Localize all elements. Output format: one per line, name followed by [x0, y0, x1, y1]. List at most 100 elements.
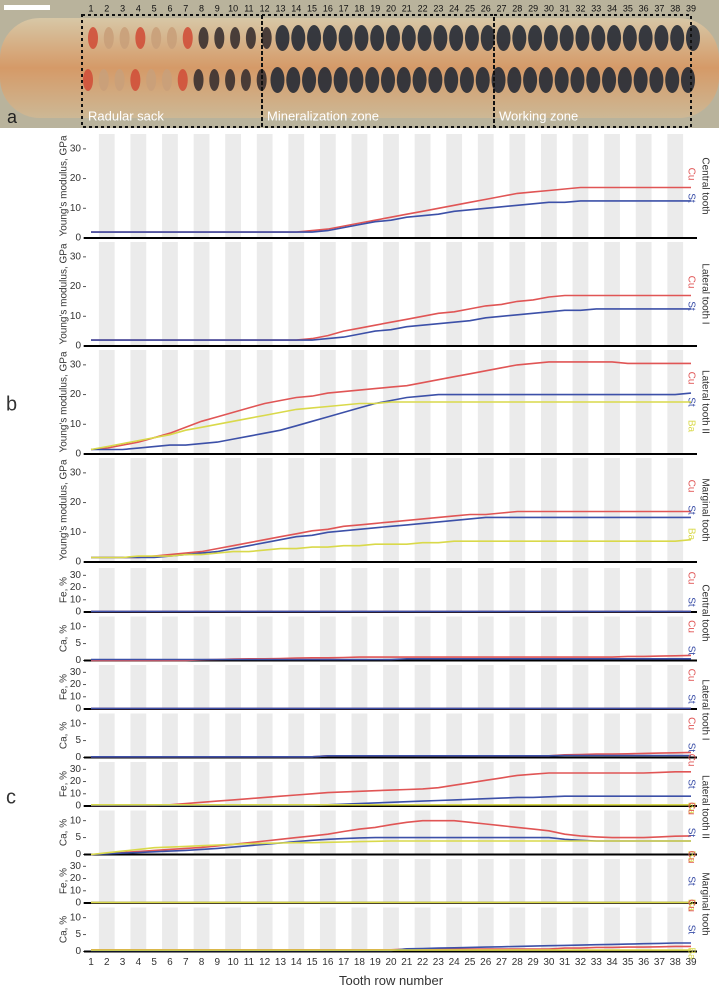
band-stripe: [225, 762, 241, 806]
band-stripe: [351, 762, 368, 806]
band-stripe: [383, 859, 399, 903]
y-tick-label: 0: [75, 898, 81, 909]
band-stripe: [572, 242, 589, 346]
band-stripe: [383, 907, 399, 952]
band-stripe: [98, 134, 115, 238]
y-axis-label: Fe, %: [59, 868, 70, 894]
band-stripe: [383, 616, 399, 661]
legend-entry: St: [685, 925, 696, 935]
tooth-number: 34: [607, 3, 617, 13]
band-stripe: [572, 859, 589, 903]
x-tick-label: 35: [622, 957, 634, 968]
x-tick-label: 30: [543, 957, 555, 968]
band-stripe: [509, 713, 526, 758]
tooth-shape: [554, 67, 569, 93]
tooth-number: 15: [307, 3, 317, 13]
band-stripe: [604, 907, 620, 952]
y-tick-label: 0: [75, 607, 81, 618]
legend-entry: St: [685, 301, 696, 311]
tooth-shape: [607, 25, 622, 51]
tooth-shape: [146, 69, 157, 91]
band-stripe: [541, 568, 557, 612]
tooth-shape: [459, 67, 474, 93]
band-stripe: [414, 762, 431, 806]
band-stripe: [319, 762, 336, 806]
band-stripe: [319, 665, 336, 709]
legend-entry: Ba: [685, 528, 696, 541]
y-tick-label: 10: [70, 788, 82, 799]
x-tick-label: 39: [685, 957, 697, 968]
tooth-shape: [338, 25, 353, 51]
band-stripe: [383, 568, 399, 612]
band-stripe: [635, 907, 652, 952]
band-stripe: [604, 665, 620, 709]
band-stripe: [130, 859, 147, 903]
band-stripe: [667, 810, 684, 855]
band-stripe: [509, 568, 526, 612]
tooth-number: 7: [183, 3, 188, 13]
x-tick-label: 6: [167, 957, 173, 968]
tooth-shape: [270, 67, 285, 93]
x-tick-label: 22: [417, 957, 429, 968]
tooth-number: 4: [136, 3, 141, 13]
band-stripe: [541, 665, 557, 709]
band-stripe: [256, 713, 273, 758]
tooth-number: 10: [228, 3, 238, 13]
y-tick-label: 30: [70, 251, 82, 262]
tooth-shape: [333, 67, 348, 93]
band-stripe: [477, 568, 494, 612]
tooth-shape: [428, 67, 443, 93]
band-stripe: [256, 665, 273, 709]
tooth-number: 39: [686, 3, 696, 13]
y-tick-label: 0: [75, 752, 81, 763]
band-stripe: [541, 810, 557, 855]
tooth-shape: [475, 67, 490, 93]
x-tick-label: 36: [638, 957, 650, 968]
band-stripe: [414, 713, 431, 758]
tooth-shape: [507, 67, 522, 93]
band-stripe: [193, 568, 210, 612]
panel-label: c: [6, 786, 16, 808]
band-stripe: [414, 665, 431, 709]
series-line: [91, 538, 692, 559]
x-tick-label: 27: [496, 957, 508, 968]
band-stripe: [509, 907, 526, 952]
band-stripe: [414, 810, 431, 855]
band-stripe: [667, 762, 684, 806]
x-tick-label: 34: [606, 957, 618, 968]
band-stripe: [541, 907, 557, 952]
tooth-shape: [654, 25, 669, 51]
tooth-shape: [365, 67, 380, 93]
band-stripe: [383, 713, 399, 758]
y-tick-label: 10: [70, 311, 82, 322]
y-axis-label: Young's modulus, GPa: [59, 135, 70, 236]
y-tick-label: 10: [70, 621, 82, 632]
band-stripe: [351, 859, 368, 903]
band-stripe: [193, 665, 210, 709]
series-line: [90, 819, 692, 856]
x-tick-label: 7: [183, 957, 189, 968]
band-stripe: [130, 242, 147, 346]
band-stripe: [319, 350, 336, 454]
band-stripe: [162, 242, 178, 346]
band-stripe: [604, 859, 620, 903]
band-stripe: [477, 907, 494, 952]
tooth-shape: [98, 69, 109, 91]
band-stripe: [256, 762, 273, 806]
tooth-number: 38: [670, 3, 680, 13]
band-stripe: [446, 810, 463, 855]
tooth-shape: [591, 25, 606, 51]
tooth-number: 31: [560, 3, 570, 13]
chart-title: Lateral tooth I: [699, 679, 710, 740]
tooth-shape: [543, 25, 558, 51]
y-tick-label: 10: [70, 815, 82, 826]
y-axis-label: Ca, %: [59, 722, 70, 749]
band-stripe: [667, 859, 684, 903]
band-stripe: [193, 859, 210, 903]
band-stripe: [667, 568, 684, 612]
band-stripe: [193, 134, 210, 238]
band-stripe: [383, 810, 399, 855]
band-stripe: [446, 665, 463, 709]
band-stripe: [509, 458, 526, 562]
band-stripe: [604, 242, 620, 346]
